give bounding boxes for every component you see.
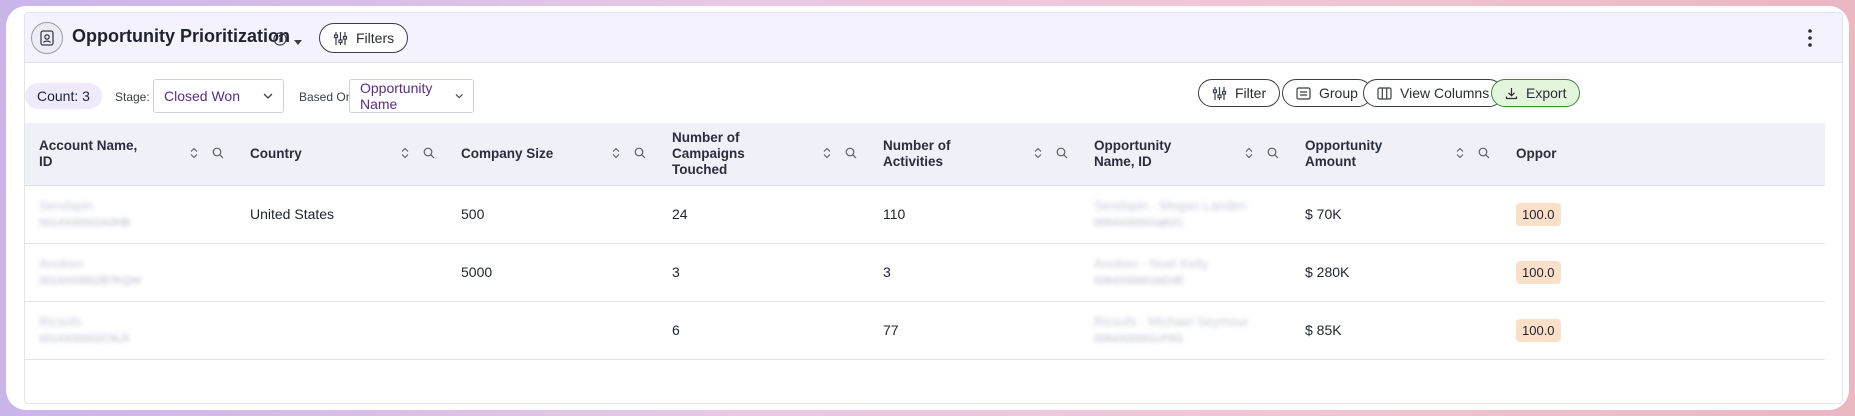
amount-cell: $ 70K — [1291, 185, 1502, 244]
account-cell[interactable]: Anoken 0014X00002B7KQW — [25, 243, 236, 302]
columns-icon — [1377, 86, 1392, 100]
export-button[interactable]: Export — [1491, 79, 1581, 107]
sort-icon[interactable] — [401, 147, 409, 162]
account-id: 0014X00002B7KQW — [39, 275, 142, 287]
opportunity-id: 0064X00001aB2C — [1094, 217, 1184, 229]
report-app-icon — [31, 22, 63, 54]
view-columns-button-label: View Columns — [1400, 85, 1490, 101]
account-name: Ricsofs — [39, 314, 82, 329]
account-id: 0014X00002A0HB — [39, 217, 131, 229]
chevron-down-icon — [263, 93, 273, 99]
search-icon[interactable] — [1056, 147, 1068, 162]
percent-badge: 100.0 — [1516, 260, 1561, 284]
company-size-cell: 500 — [447, 185, 658, 244]
account-name: Sendspin — [39, 198, 94, 213]
search-icon[interactable] — [634, 147, 646, 162]
view-columns-button[interactable]: View Columns — [1363, 79, 1504, 107]
chevron-down-icon — [455, 93, 463, 99]
sort-icon[interactable] — [1245, 147, 1253, 162]
table-row[interactable]: Ricsofs 0014X00002C9LR 6 77 Ricsofs - Mi… — [25, 301, 1825, 360]
activities-cell: 3 — [869, 243, 1080, 302]
stage-select[interactable]: Closed Won — [153, 79, 284, 113]
activities-cell: 77 — [869, 301, 1080, 360]
page-title: Opportunity Prioritization — [72, 26, 290, 46]
opportunity-name: Anoken - Noel Kelly — [1094, 256, 1209, 271]
amount-cell: $ 280K — [1291, 243, 1502, 302]
based-on-select[interactable]: Opportunity Name — [349, 79, 474, 113]
column-header[interactable]: Number of Activities — [869, 123, 1080, 186]
group-icon — [1296, 86, 1311, 100]
account-id: 0014X00002C9LR — [39, 333, 130, 345]
country-cell: United States — [236, 185, 447, 244]
account-name: Anoken — [39, 256, 84, 271]
count-badge: Count: 3 — [25, 83, 102, 109]
opportunity-name: Sendspin - Megan Landen — [1094, 198, 1247, 213]
more-options-icon[interactable] — [1808, 29, 1812, 52]
stage-label: Stage: — [115, 90, 150, 104]
filter-button[interactable]: Filter — [1198, 79, 1281, 107]
campaigns-cell: 24 — [658, 185, 869, 244]
filters-button[interactable]: Filters — [319, 23, 409, 53]
search-icon[interactable] — [423, 147, 435, 162]
column-header[interactable]: Oppor — [1502, 123, 1825, 186]
app-frame: Opportunity Prioritization Filters Count… — [6, 6, 1849, 410]
based-on-select-value: Opportunity Name — [360, 80, 433, 112]
activities-cell: 110 — [869, 185, 1080, 244]
column-header[interactable]: Opportunity Amount — [1291, 123, 1502, 186]
caret-down-icon[interactable] — [293, 34, 303, 52]
group-button-label: Group — [1319, 85, 1358, 101]
search-icon[interactable] — [1267, 147, 1279, 162]
column-header[interactable]: Country — [236, 123, 447, 186]
sort-icon[interactable] — [612, 147, 620, 162]
campaigns-cell: 6 — [658, 301, 869, 360]
sort-icon[interactable] — [1034, 147, 1042, 162]
percent-badge: 100.0 — [1516, 202, 1561, 226]
sort-icon[interactable] — [190, 147, 198, 162]
opportunity-id: 0064X00001cF6G — [1094, 333, 1184, 345]
search-icon[interactable] — [1478, 147, 1490, 162]
percent-cell: 100.0 — [1502, 301, 1825, 360]
column-header[interactable]: Opportunity Name, ID — [1080, 123, 1291, 186]
opportunity-id: 0064X00001bD4E — [1094, 275, 1184, 287]
country-cell — [236, 243, 447, 302]
column-header[interactable]: Number of Campaigns Touched — [658, 123, 869, 186]
sort-icon[interactable] — [823, 147, 831, 162]
account-cell[interactable]: Sendspin 0014X00002A0HB — [25, 185, 236, 244]
sort-icon[interactable] — [1456, 147, 1464, 162]
search-icon[interactable] — [212, 147, 224, 162]
sliders-icon — [333, 31, 348, 45]
report-toolbar: Count: 3 Stage: Closed Won Based On: Opp… — [25, 63, 1842, 123]
opportunity-cell[interactable]: Sendspin - Megan Landen 0064X00001aB2C — [1080, 185, 1291, 244]
company-size-cell — [447, 301, 658, 360]
percent-cell: 100.0 — [1502, 243, 1825, 302]
opportunity-cell[interactable]: Anoken - Noel Kelly 0064X00001bD4E — [1080, 243, 1291, 302]
filters-button-label: Filters — [356, 30, 395, 46]
percent-badge: 100.0 — [1516, 318, 1561, 342]
export-button-label: Export — [1526, 85, 1567, 101]
account-cell[interactable]: Ricsofs 0014X00002C9LR — [25, 301, 236, 360]
campaigns-cell: 3 — [658, 243, 869, 302]
search-icon[interactable] — [845, 147, 857, 162]
percent-cell: 100.0 — [1502, 185, 1825, 244]
download-icon — [1505, 87, 1518, 99]
column-header[interactable]: Account Name, ID — [25, 123, 236, 186]
table-row[interactable]: Anoken 0014X00002B7KQW 5000 3 3 Anoken -… — [25, 243, 1825, 302]
table-row[interactable]: Sendspin 0014X00002A0HB United States 50… — [25, 185, 1825, 244]
opportunity-name: Ricsofs - Michael Seymour — [1094, 314, 1249, 329]
info-icon[interactable] — [273, 32, 287, 51]
opportunity-cell[interactable]: Ricsofs - Michael Seymour 0064X00001cF6G — [1080, 301, 1291, 360]
sliders-icon — [1212, 86, 1227, 100]
report-panel: Opportunity Prioritization Filters Count… — [24, 12, 1843, 404]
filter-button-label: Filter — [1235, 85, 1267, 101]
column-header[interactable]: Company Size — [447, 123, 658, 186]
group-button[interactable]: Group — [1282, 79, 1372, 107]
report-header: Opportunity Prioritization Filters — [25, 13, 1842, 63]
table-header-row: Account Name, ID Country Company Size Nu… — [25, 123, 1825, 186]
based-on-label: Based On: — [299, 90, 356, 104]
stage-select-value: Closed Won — [164, 88, 241, 104]
amount-cell: $ 85K — [1291, 301, 1502, 360]
opportunity-table: Account Name, ID Country Company Size Nu… — [25, 123, 1842, 403]
country-cell — [236, 301, 447, 360]
company-size-cell: 5000 — [447, 243, 658, 302]
